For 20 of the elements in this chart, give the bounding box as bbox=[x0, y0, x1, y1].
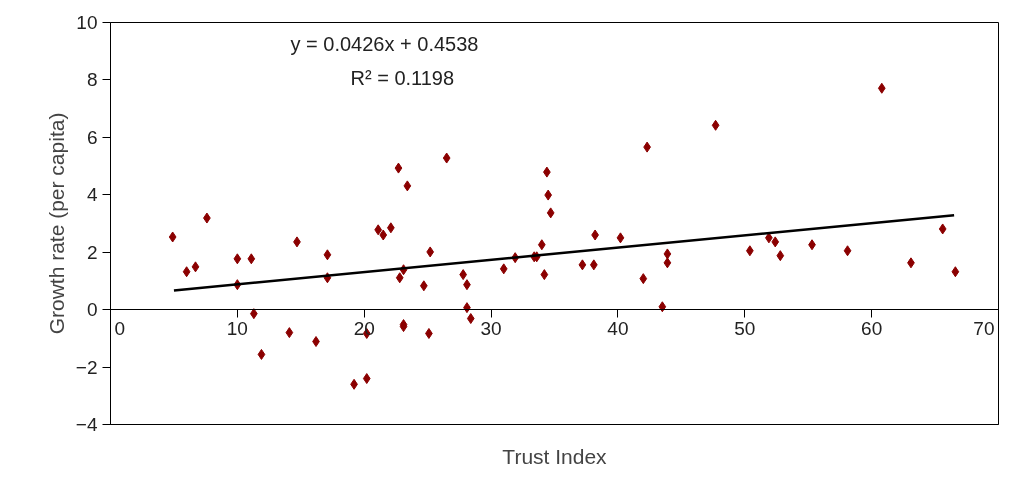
annotation: R² = 0.1198 bbox=[350, 66, 455, 89]
x-tick-label: 40 bbox=[607, 317, 629, 339]
y-axis-title: Growth rate (per capita) bbox=[44, 112, 68, 335]
y-tick-label: −4 bbox=[75, 414, 98, 435]
x-tick-label: 50 bbox=[734, 317, 756, 339]
y-tick-label: 4 bbox=[86, 184, 98, 206]
y-tick-label: 10 bbox=[76, 12, 98, 33]
y-tick-label: 8 bbox=[86, 69, 98, 91]
x-tick-label: 70 bbox=[973, 317, 995, 339]
annotation: y = 0.0426x + 0.4538 bbox=[290, 32, 479, 55]
x-tick-label: 10 bbox=[226, 317, 248, 339]
x-tick-label: 20 bbox=[353, 317, 375, 339]
y-tick-label: −2 bbox=[75, 356, 98, 378]
y-tick-label: 0 bbox=[86, 299, 98, 321]
x-tick-label: 30 bbox=[480, 317, 502, 339]
y-tick-label: 6 bbox=[86, 126, 98, 148]
x-axis-title: Trust Index bbox=[502, 444, 608, 468]
y-tick-label: 2 bbox=[86, 241, 98, 263]
x-tick-label: 60 bbox=[861, 317, 883, 339]
x-tick-label: 0 bbox=[114, 317, 126, 339]
